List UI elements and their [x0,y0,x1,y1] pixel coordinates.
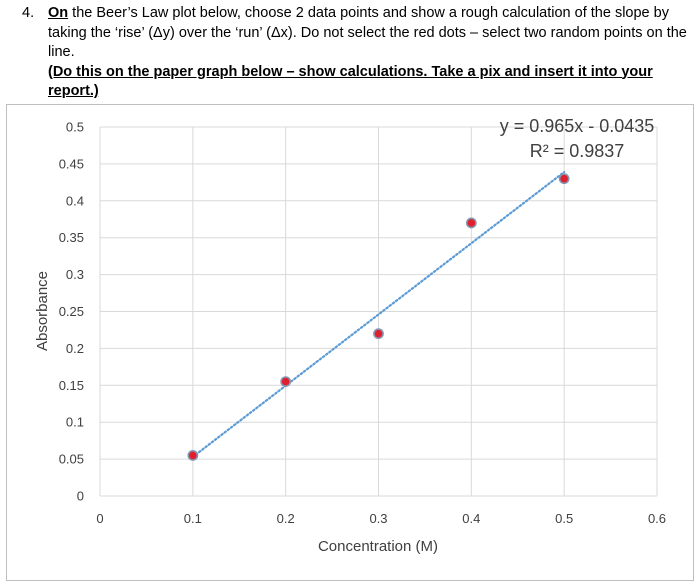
x-tick-label: 0 [96,511,103,526]
question-text-block: On the Beer’s Law plot below, choose 2 d… [48,4,692,63]
trendline-group [191,170,566,458]
trendline-r2: R² = 0.9837 [530,141,625,161]
x-tick-label: 0.1 [184,511,202,526]
y-tick-label: 0.1 [66,415,84,430]
x-tick-label: 0.5 [555,511,573,526]
question-text: the Beer’s Law plot below, choose 2 data… [48,5,687,60]
y-tick-label: 0.3 [66,267,84,282]
x-axis-title: Concentration (M) [318,538,438,555]
y-axis-title: Absorbance [34,271,51,351]
y-tick-label: 0.4 [66,193,84,208]
chart-frame [6,104,694,581]
y-tick-label: 0.05 [59,452,84,467]
question-number: 4. [22,5,35,21]
x-tick-label: 0.2 [277,511,295,526]
question-instruction: (Do this on the paper graph below – show… [48,63,653,100]
x-tick-label: 0.3 [369,511,387,526]
data-point [280,376,292,388]
data-point [558,173,570,185]
y-tick-label: 0.35 [59,230,84,245]
y-tick-labels: 0 0.05 0.1 0.15 0.2 0.25 0.3 0.35 0.4 0.45 0.5 [59,120,84,504]
trendline-equation: y = 0.965x - 0.0435 [500,116,655,136]
question-block: 4. On the Beer’s Law plot below, choose … [22,4,692,102]
x-tick-labels: 0 0.1 0.2 0.3 0.4 0.5 0.6 [96,511,666,526]
x-tick-label: 0.6 [648,511,666,526]
y-tick-label: 0.25 [59,304,84,319]
data-point [373,328,384,340]
question-line: 4. On the Beer’s Law plot below, choose … [22,4,692,63]
y-tick-label: 0 [77,489,84,504]
data-points [187,173,570,461]
y-tick-label: 0.2 [66,341,84,356]
instruction-line: (Do this on the paper graph below – show… [22,63,692,102]
gridlines [99,126,658,497]
y-tick-label: 0.5 [66,120,84,135]
x-tick-label: 0.4 [462,511,480,526]
y-tick-label: 0.15 [59,378,84,393]
question-lead-word: On [48,5,69,21]
data-point [465,217,477,229]
data-point [187,450,199,461]
y-tick-label: 0.45 [59,156,84,171]
trendline [191,170,566,458]
